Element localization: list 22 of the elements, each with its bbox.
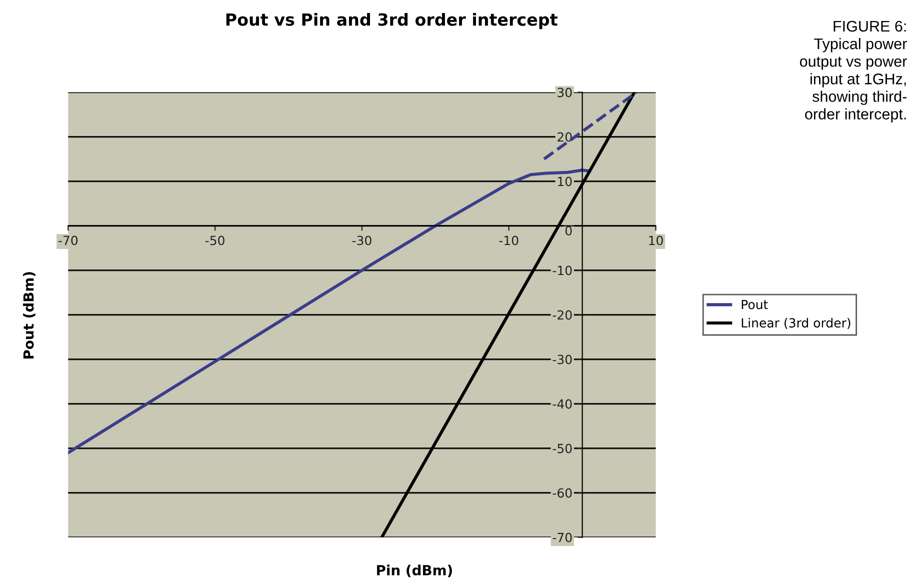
y-tick-label: -60 [552,488,572,498]
y-tick-label: -50 [552,444,572,454]
x-tick-label: 10 [649,236,663,246]
y-tick-label: 10 [558,176,572,186]
y-tick-label: -10 [552,266,572,276]
caption: FIGURE 6: Typical power output vs power input at 1GHz, showing third- order intercept. [800,20,907,122]
legend-label: Pout [742,300,768,310]
x-tick-label: -70 [58,236,78,246]
y-tick-label: -40 [552,399,572,409]
y-axis-title: Pout (dBm) [23,272,36,358]
y-tick-label: -30 [552,354,572,364]
y-tick-label: 0 [565,226,572,236]
x-tick-label: -30 [352,236,372,246]
legend-label: Linear (3rd order) [742,318,850,330]
chart-title: Pout vs Pin and 3rd order intercept [226,12,558,30]
x-tick-label: -10 [499,236,518,246]
y-tick-label: 30 [558,88,572,98]
x-tick-label: -50 [205,236,224,246]
x-axis-title: Pin (dBm) [377,564,452,578]
y-tick-label: -70 [552,532,572,542]
y-tick-label: -20 [552,310,572,320]
y-tick-label: 20 [558,132,572,142]
